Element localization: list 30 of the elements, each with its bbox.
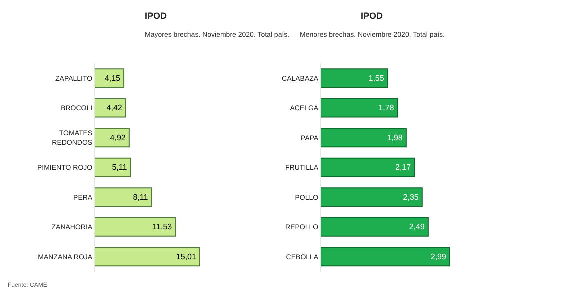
data-label: 2,49 xyxy=(409,222,426,232)
bar xyxy=(95,188,152,208)
bar xyxy=(95,217,176,237)
data-label: 2,35 xyxy=(403,192,420,202)
data-label: 1,55 xyxy=(368,74,385,83)
bar xyxy=(95,128,130,148)
bar xyxy=(95,158,132,178)
bar xyxy=(95,68,125,88)
bar xyxy=(321,217,429,237)
data-label: 4,15 xyxy=(104,74,122,83)
bar xyxy=(321,68,388,88)
chart-title: IPOD xyxy=(361,11,384,21)
chart-title: IPOD xyxy=(145,11,168,21)
bar xyxy=(95,98,126,118)
data-label: 8,11 xyxy=(133,192,149,202)
bar xyxy=(321,247,450,267)
bar xyxy=(321,158,416,178)
data-label: 2,99 xyxy=(430,252,447,262)
data-label: 1,98 xyxy=(387,133,404,142)
bar xyxy=(321,98,398,118)
bar xyxy=(321,188,423,208)
data-label: 11,53 xyxy=(152,222,173,232)
data-label: 15,01 xyxy=(176,252,197,262)
data-label: 2,17 xyxy=(396,163,412,172)
bar xyxy=(95,247,200,267)
data-label: 5,11 xyxy=(112,163,128,172)
bar xyxy=(321,128,407,148)
data-label: 4,92 xyxy=(110,133,126,142)
data-label: 4,42 xyxy=(106,104,123,113)
data-label: 1,78 xyxy=(378,104,395,113)
